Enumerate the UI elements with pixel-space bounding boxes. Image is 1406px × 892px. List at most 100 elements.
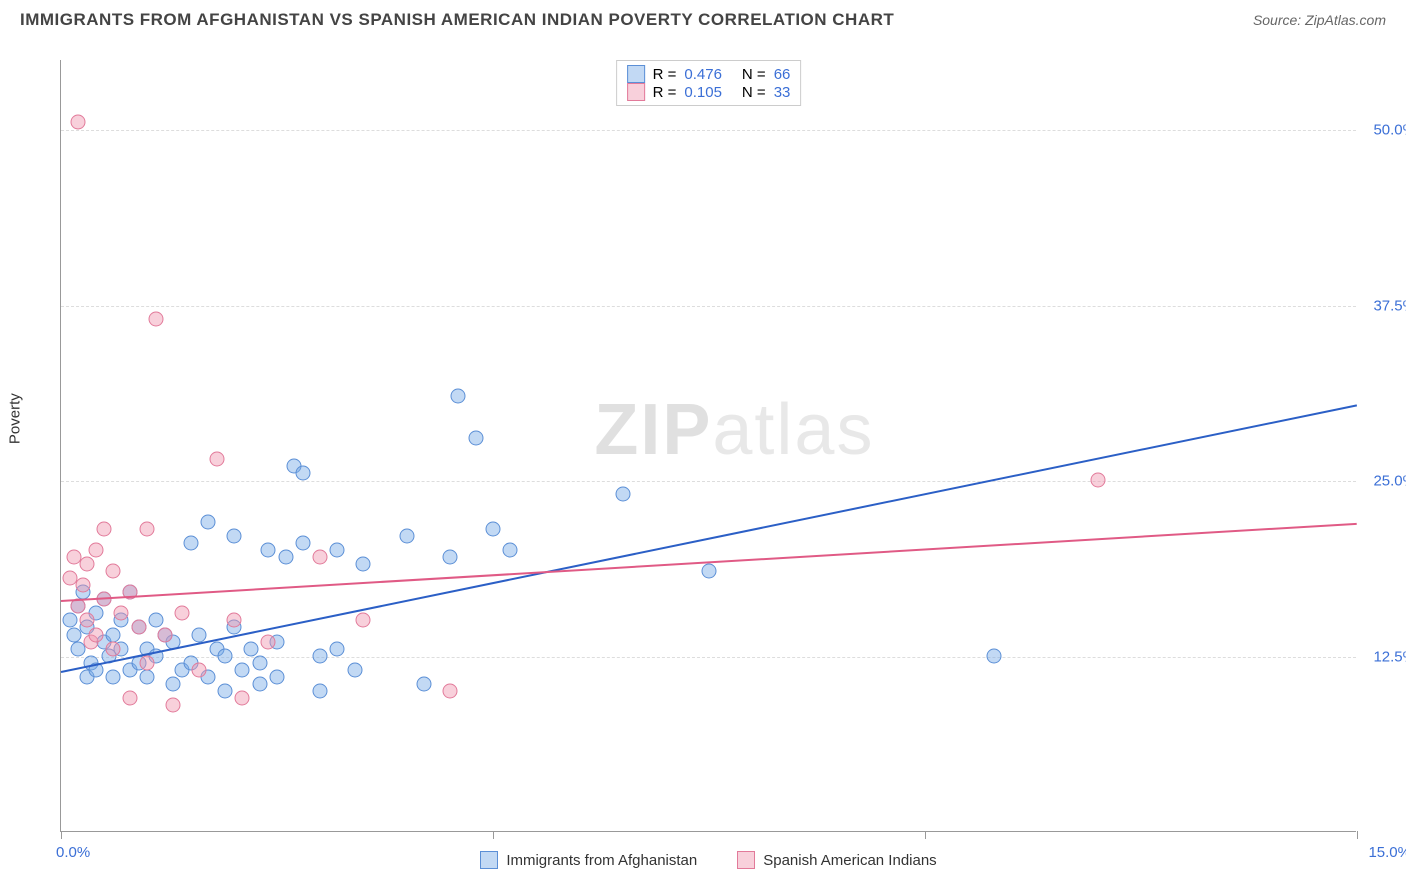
y-axis-label: Poverty <box>7 393 24 444</box>
n-label: N = <box>742 84 766 101</box>
data-point <box>1090 473 1105 488</box>
data-point <box>105 564 120 579</box>
data-point <box>149 613 164 628</box>
data-point <box>313 683 328 698</box>
data-point <box>399 529 414 544</box>
r-value: 0.105 <box>684 84 722 101</box>
data-point <box>166 697 181 712</box>
data-point <box>200 515 215 530</box>
data-point <box>79 613 94 628</box>
data-point <box>62 613 77 628</box>
data-point <box>451 388 466 403</box>
data-point <box>209 452 224 467</box>
x-tick-label: 0.0% <box>56 844 90 861</box>
data-point <box>192 662 207 677</box>
data-point <box>356 613 371 628</box>
data-point <box>114 606 129 621</box>
data-point <box>987 648 1002 663</box>
data-point <box>105 627 120 642</box>
x-tick <box>1357 831 1358 839</box>
legend-row: R = 0.476 N = 66 <box>627 65 791 83</box>
data-point <box>97 522 112 537</box>
data-point <box>330 543 345 558</box>
r-label: R = <box>653 84 677 101</box>
data-point <box>166 676 181 691</box>
data-point <box>252 655 267 670</box>
data-point <box>442 550 457 565</box>
legend-item: Spanish American Indians <box>737 851 936 869</box>
legend-swatch <box>737 851 755 869</box>
data-point <box>192 627 207 642</box>
data-point <box>140 522 155 537</box>
r-label: R = <box>653 66 677 83</box>
gridline-h <box>61 306 1356 307</box>
x-tick <box>925 831 926 839</box>
series-legend: Immigrants from Afghanistan Spanish Ameri… <box>61 851 1356 869</box>
legend-swatch <box>627 65 645 83</box>
data-point <box>486 522 501 537</box>
data-point <box>79 557 94 572</box>
legend-label: Spanish American Indians <box>763 852 936 869</box>
data-point <box>615 487 630 502</box>
legend-label: Immigrants from Afghanistan <box>506 852 697 869</box>
x-tick <box>61 831 62 839</box>
x-tick-label: 15.0% <box>1361 844 1406 861</box>
data-point <box>140 669 155 684</box>
data-point <box>261 634 276 649</box>
data-point <box>218 683 233 698</box>
legend-swatch <box>480 851 498 869</box>
data-point <box>174 606 189 621</box>
data-point <box>226 613 241 628</box>
data-point <box>347 662 362 677</box>
legend-item: Immigrants from Afghanistan <box>480 851 697 869</box>
source-label: Source: ZipAtlas.com <box>1253 12 1386 28</box>
y-tick-label: 25.0% <box>1361 473 1406 490</box>
data-point <box>702 564 717 579</box>
data-point <box>416 676 431 691</box>
n-label: N = <box>742 66 766 83</box>
data-point <box>131 620 146 635</box>
data-point <box>278 550 293 565</box>
data-point <box>218 648 233 663</box>
gridline-h <box>61 481 1356 482</box>
legend-row: R = 0.105 N = 33 <box>627 83 791 101</box>
data-point <box>503 543 518 558</box>
data-point <box>105 669 120 684</box>
data-point <box>149 311 164 326</box>
data-point <box>252 676 267 691</box>
data-point <box>235 662 250 677</box>
x-tick <box>493 831 494 839</box>
data-point <box>88 627 103 642</box>
data-point <box>313 648 328 663</box>
data-point <box>313 550 328 565</box>
data-point <box>226 529 241 544</box>
data-point <box>244 641 259 656</box>
data-point <box>442 683 457 698</box>
data-point <box>75 578 90 593</box>
data-point <box>140 655 155 670</box>
r-value: 0.476 <box>684 66 722 83</box>
data-point <box>123 690 138 705</box>
data-point <box>183 536 198 551</box>
data-point <box>261 543 276 558</box>
n-value: 33 <box>774 84 791 101</box>
data-point <box>330 641 345 656</box>
watermark: ZIPatlas <box>594 389 874 471</box>
chart-title: IMMIGRANTS FROM AFGHANISTAN VS SPANISH A… <box>20 10 894 30</box>
n-value: 66 <box>774 66 791 83</box>
data-point <box>295 536 310 551</box>
data-point <box>235 690 250 705</box>
data-point <box>295 466 310 481</box>
data-point <box>356 557 371 572</box>
y-tick-label: 50.0% <box>1361 122 1406 139</box>
gridline-h <box>61 130 1356 131</box>
chart-container: Poverty ZIPatlas R =0.476N =66R =0.105N … <box>20 40 1386 882</box>
correlation-legend: R = 0.476 N = 66 R = 0.105 N = 33 <box>616 60 802 106</box>
legend-swatch <box>627 83 645 101</box>
plot-area: ZIPatlas R =0.476N =66R =0.105N =33 Immi… <box>60 60 1356 832</box>
y-tick-label: 12.5% <box>1361 648 1406 665</box>
data-point <box>71 115 86 130</box>
trend-line <box>61 404 1357 673</box>
data-point <box>105 641 120 656</box>
data-point <box>88 543 103 558</box>
